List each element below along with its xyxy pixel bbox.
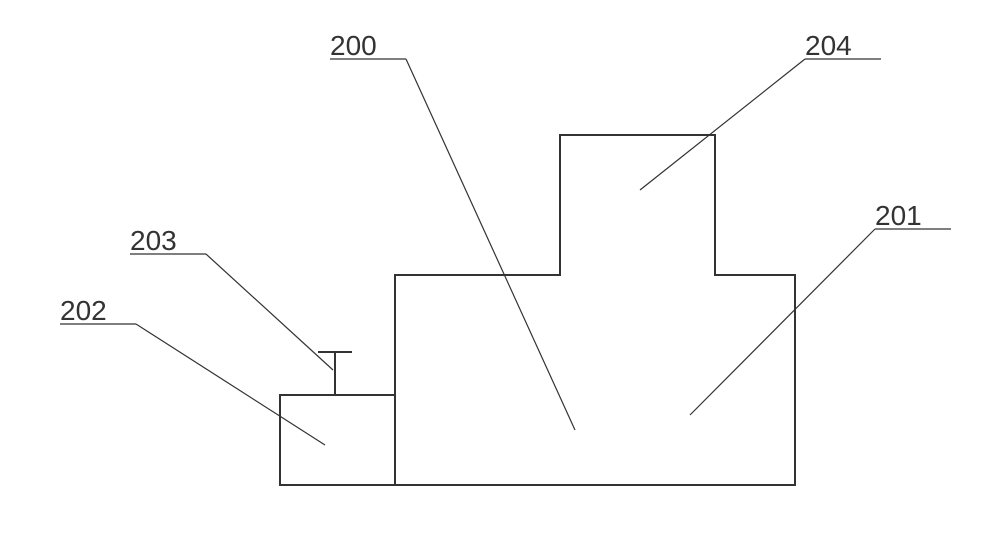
canvas-background [0, 0, 1000, 554]
label-201: 201 [875, 200, 922, 231]
label-203: 203 [130, 225, 177, 256]
label-204: 204 [805, 30, 852, 61]
label-200: 200 [330, 30, 377, 61]
label-202: 202 [60, 295, 107, 326]
